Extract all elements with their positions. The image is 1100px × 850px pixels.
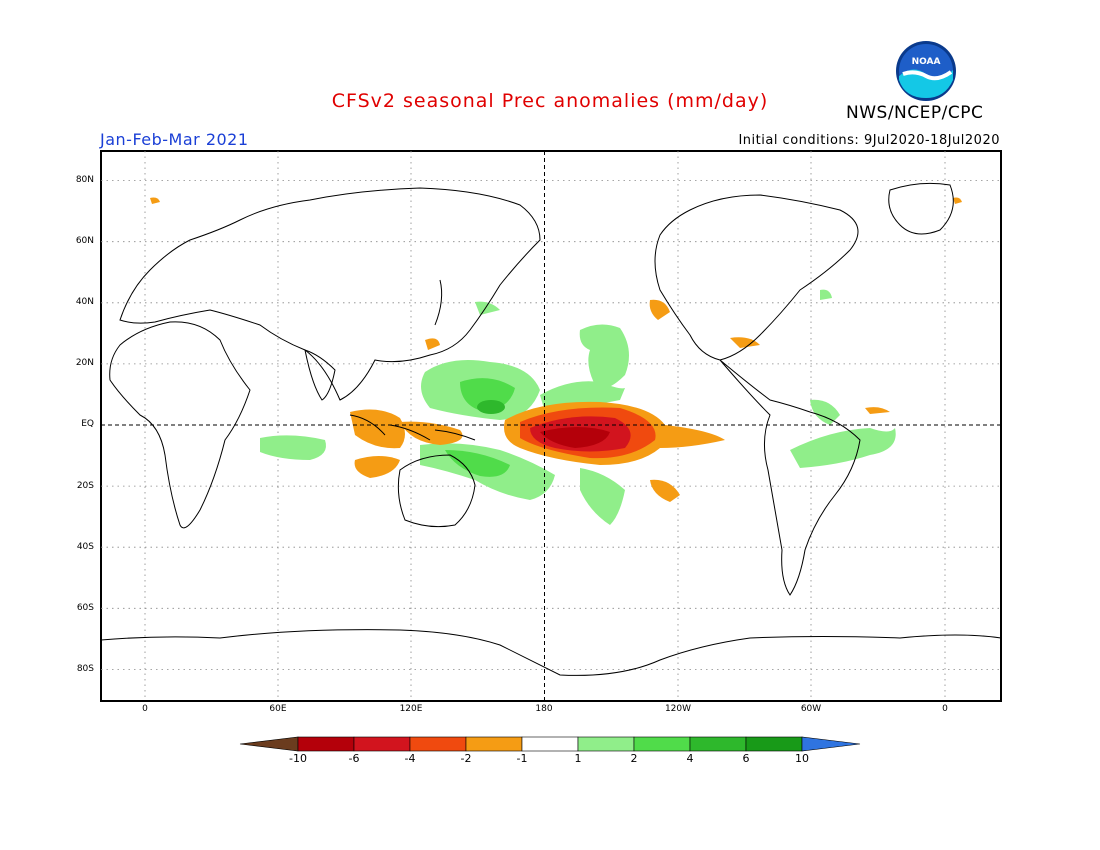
legend-swatch: [745, 736, 803, 752]
legend-label: -10: [289, 752, 307, 765]
initial-conditions-label: Initial conditions: 9Jul2020-18Jul2020: [738, 133, 1000, 148]
lon-label: 120E: [399, 704, 423, 714]
legend-label: 2: [630, 752, 638, 765]
lat-label: 80S: [76, 664, 94, 674]
lon-label: 0: [142, 704, 148, 714]
season-label: Jan-Feb-Mar 2021: [100, 130, 249, 149]
legend-swatch: [297, 736, 355, 752]
legend-swatch: [353, 736, 411, 752]
lat-label: 40S: [76, 542, 94, 552]
legend-label: 1: [574, 752, 582, 765]
lon-label: 60E: [269, 704, 287, 714]
chart-title: CFSv2 seasonal Prec anomalies (mm/day): [331, 90, 769, 112]
lat-label: 20N: [75, 358, 94, 368]
legend-swatch: [465, 736, 523, 752]
color-legend: [239, 736, 861, 752]
precip-anomaly-map: [100, 150, 1002, 702]
legend-label: 6: [742, 752, 750, 765]
legend-label: 4: [686, 752, 694, 765]
noaa-logo: NOAA: [895, 40, 957, 102]
legend-label: -2: [460, 752, 472, 765]
legend-label: -4: [404, 752, 416, 765]
lat-label: 20S: [76, 481, 94, 491]
legend-swatch: [689, 736, 747, 752]
coastlines: [100, 182, 1002, 676]
legend-swatch: [409, 736, 467, 752]
legend-label: -1: [516, 752, 528, 765]
lat-label: 40N: [75, 297, 94, 307]
legend-swatch: [633, 736, 691, 752]
legend-arrow-high: [801, 736, 861, 752]
agency-label: NWS/NCEP/CPC: [846, 103, 984, 123]
lon-label: 60W: [800, 704, 822, 714]
precip-anomaly-shading: [150, 197, 962, 525]
lat-label: 60N: [75, 236, 94, 246]
legend-swatch: [521, 736, 579, 752]
svg-text:NOAA: NOAA: [912, 57, 941, 67]
legend-swatch: [577, 736, 635, 752]
legend-label: -6: [348, 752, 360, 765]
lat-label: 60S: [76, 603, 94, 613]
legend-label: 10: [795, 752, 809, 765]
map-grid: [101, 151, 1001, 701]
lon-label: 180: [535, 704, 553, 714]
lat-label: EQ: [81, 419, 94, 429]
legend-arrow-low: [239, 736, 299, 752]
lon-label: 0: [942, 704, 948, 714]
lon-label: 120W: [664, 704, 692, 714]
lat-label: 80N: [75, 175, 94, 185]
